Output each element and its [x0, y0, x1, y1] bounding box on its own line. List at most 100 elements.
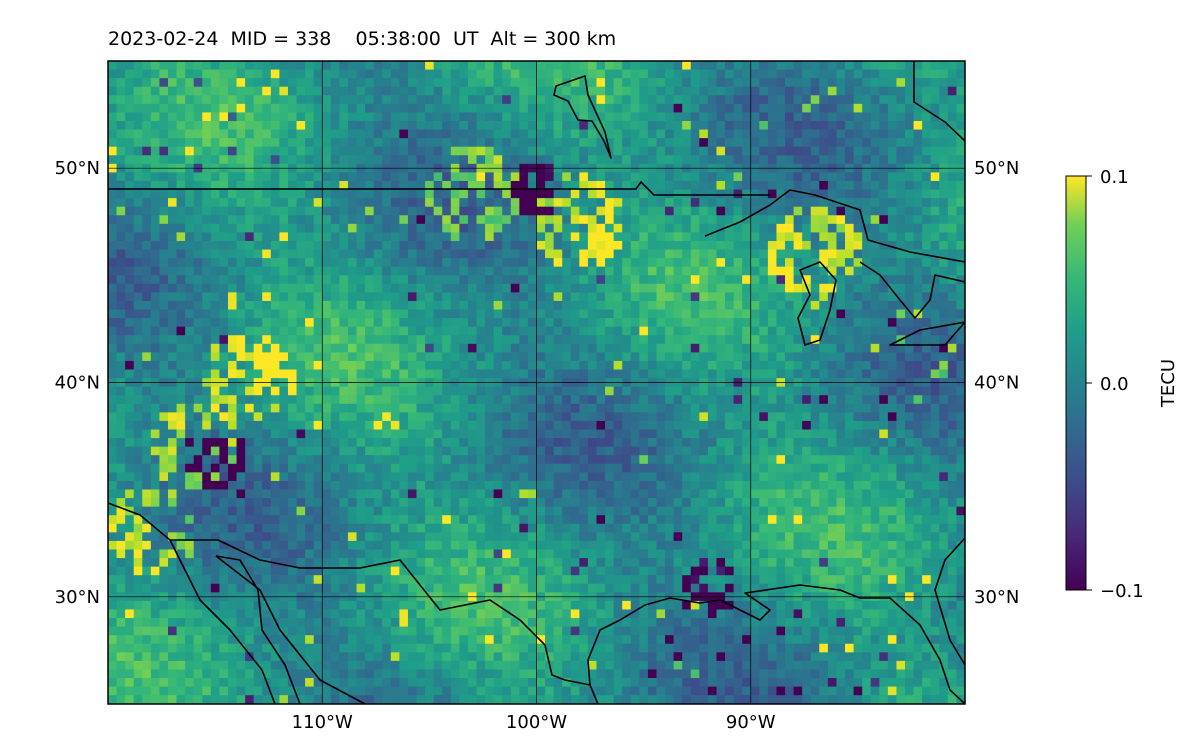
tec-cell — [373, 61, 383, 70]
tec-cell — [313, 206, 323, 216]
tec-cell — [896, 352, 906, 362]
tec-cell — [802, 240, 812, 250]
tec-cell — [356, 429, 366, 439]
tec-cell — [279, 360, 289, 370]
tec-cell — [810, 112, 820, 122]
tec-cell — [176, 292, 186, 302]
tec-cell — [853, 275, 863, 285]
tec-cell — [202, 429, 212, 439]
tec-cell — [922, 412, 932, 422]
tec-cell — [390, 138, 400, 148]
tec-cell — [536, 369, 546, 379]
tec-cell — [707, 352, 717, 362]
tec-cell — [956, 206, 965, 216]
tec-cell — [536, 146, 546, 156]
tec-cell — [399, 420, 409, 430]
tec-cell — [853, 300, 863, 310]
tec-cell — [716, 215, 726, 225]
tec-cell — [887, 172, 897, 182]
tec-cell — [682, 369, 692, 379]
tec-cell — [905, 472, 914, 482]
tec-cell — [270, 318, 280, 328]
tec-cell — [759, 198, 769, 208]
tec-cell — [827, 232, 837, 242]
tec-cell — [733, 455, 743, 465]
tec-cell — [450, 198, 460, 208]
tec-cell — [313, 258, 323, 268]
tec-cell — [673, 463, 683, 473]
tec-cell — [425, 95, 435, 105]
tec-cell — [245, 180, 255, 190]
tec-cell — [605, 300, 615, 310]
tec-cell — [253, 120, 263, 130]
tec-cell — [682, 446, 692, 456]
tec-cell — [759, 463, 769, 473]
tec-cell — [416, 189, 426, 199]
tec-cell — [536, 95, 546, 105]
tec-cell — [193, 69, 203, 79]
tec-cell — [716, 138, 726, 148]
tec-cell — [699, 189, 709, 199]
tec-cell — [399, 438, 409, 448]
tec-cell — [802, 232, 812, 242]
tec-cell — [390, 480, 400, 490]
tec-cell — [630, 258, 640, 268]
tec-cell — [690, 206, 700, 216]
tec-cell — [245, 335, 255, 345]
tec-cell — [699, 69, 709, 79]
tec-cell — [236, 318, 246, 328]
tec-cell — [313, 275, 323, 285]
tec-cell — [133, 318, 143, 328]
tec-cell — [742, 352, 752, 362]
tec-cell — [347, 258, 357, 268]
tec-cell — [287, 300, 297, 310]
tec-cell — [545, 206, 555, 216]
tec-cell — [390, 335, 400, 345]
tec-cell — [802, 206, 812, 216]
tec-cell — [425, 455, 435, 465]
tec-cell — [913, 215, 923, 225]
tec-cell — [407, 455, 417, 465]
tec-cell — [630, 438, 640, 448]
tec-cell — [785, 249, 794, 259]
tec-cell — [819, 352, 829, 362]
tec-cell — [425, 326, 435, 336]
tec-cell — [365, 480, 375, 490]
tec-cell — [253, 480, 263, 490]
tec-cell — [416, 112, 426, 122]
tec-cell — [262, 129, 272, 139]
tec-cell — [845, 198, 854, 208]
tec-cell — [639, 86, 649, 96]
tec-cell — [605, 189, 615, 199]
tec-cell — [510, 335, 520, 345]
tec-cell — [476, 472, 486, 482]
tec-cell — [810, 120, 820, 130]
tec-cell — [476, 438, 486, 448]
tec-cell — [305, 352, 315, 362]
tec-cell — [905, 395, 914, 405]
tec-cell — [767, 155, 777, 165]
tec-cell — [716, 61, 726, 70]
tec-cell — [922, 146, 932, 156]
tec-cell — [433, 326, 443, 336]
tec-cell — [819, 189, 829, 199]
tec-cell — [262, 360, 272, 370]
tec-cell — [407, 386, 417, 396]
tec-cell — [442, 386, 452, 396]
tec-cell — [862, 429, 872, 439]
tec-cell — [956, 360, 965, 370]
tec-cell — [262, 275, 272, 285]
tec-cell — [262, 412, 272, 422]
tec-cell — [656, 61, 666, 70]
tec-cell — [733, 326, 743, 336]
tec-cell — [313, 240, 323, 250]
tec-cell — [862, 438, 872, 448]
tec-cell — [776, 455, 786, 465]
tec-cell — [733, 249, 743, 259]
tec-cell — [382, 463, 392, 473]
tec-cell — [656, 438, 666, 448]
tec-cell — [947, 326, 957, 336]
tec-cell — [519, 198, 529, 208]
tec-cell — [425, 335, 435, 345]
tec-cell — [142, 283, 152, 293]
